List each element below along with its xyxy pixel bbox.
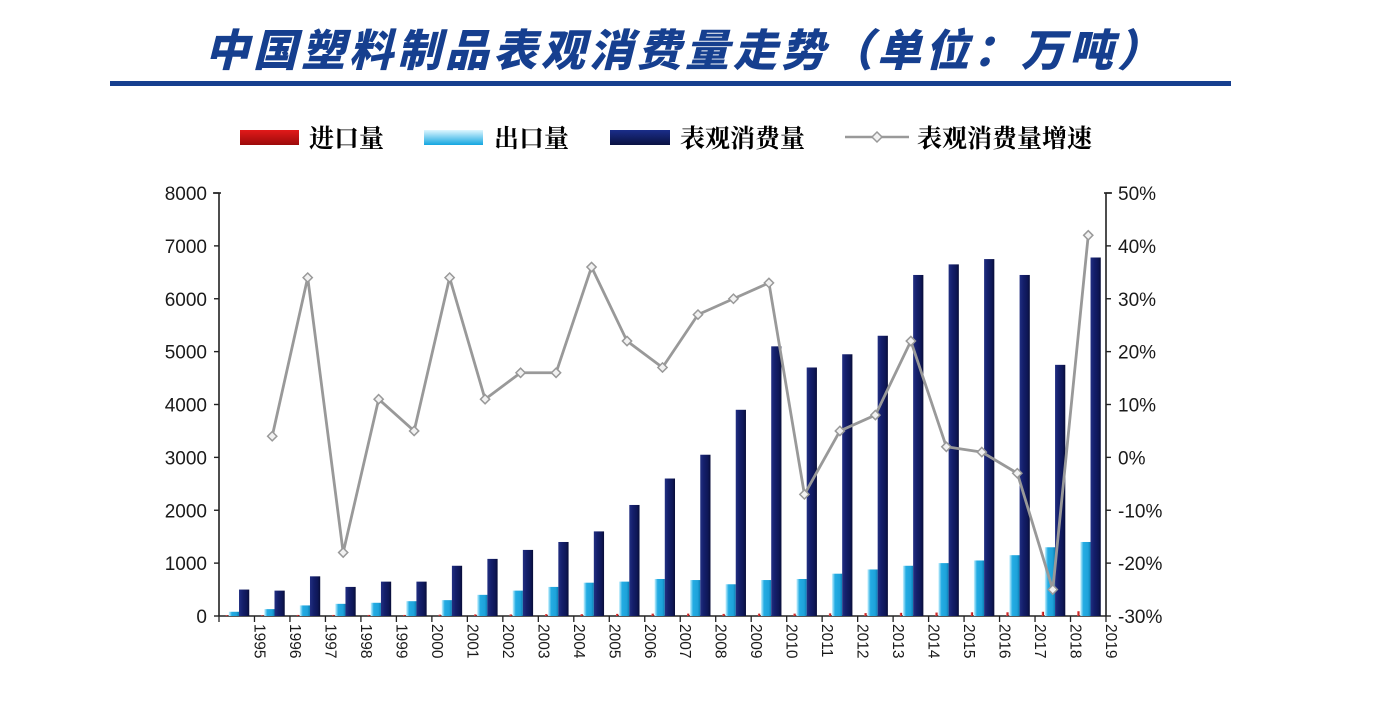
svg-text:2003: 2003 <box>534 624 551 658</box>
svg-text:6000: 6000 <box>165 290 207 311</box>
svg-text:30%: 30% <box>1118 290 1156 311</box>
svg-text:1996: 1996 <box>286 624 303 658</box>
svg-text:2005: 2005 <box>605 624 622 658</box>
svg-text:5000: 5000 <box>165 343 207 364</box>
svg-text:8000: 8000 <box>165 184 207 205</box>
svg-text:-20%: -20% <box>1118 554 1162 575</box>
svg-text:2017: 2017 <box>1031 624 1048 658</box>
svg-text:3000: 3000 <box>165 448 207 469</box>
svg-text:2016: 2016 <box>996 624 1013 658</box>
svg-text:2008: 2008 <box>712 624 729 658</box>
svg-text:20%: 20% <box>1118 343 1156 364</box>
svg-text:2009: 2009 <box>747 624 764 658</box>
svg-text:0%: 0% <box>1118 448 1146 469</box>
svg-text:7000: 7000 <box>165 237 207 258</box>
svg-text:2019: 2019 <box>1102 624 1119 658</box>
svg-text:1997: 1997 <box>321 624 338 658</box>
svg-text:-30%: -30% <box>1118 607 1162 628</box>
svg-text:1999: 1999 <box>392 624 409 658</box>
svg-text:10%: 10% <box>1118 396 1156 417</box>
svg-text:2011: 2011 <box>818 624 835 657</box>
svg-text:4000: 4000 <box>165 396 207 417</box>
svg-text:2002: 2002 <box>499 624 516 658</box>
svg-text:2018: 2018 <box>1067 624 1084 658</box>
svg-text:2013: 2013 <box>889 624 906 658</box>
svg-text:1000: 1000 <box>165 554 207 575</box>
svg-text:2010: 2010 <box>783 624 800 659</box>
svg-text:2015: 2015 <box>960 624 977 658</box>
svg-text:2012: 2012 <box>854 624 871 658</box>
svg-text:2000: 2000 <box>165 501 207 522</box>
svg-text:2006: 2006 <box>641 624 658 658</box>
svg-text:1995: 1995 <box>250 624 267 658</box>
svg-text:2000: 2000 <box>428 624 445 659</box>
svg-text:50%: 50% <box>1118 184 1156 205</box>
svg-text:2007: 2007 <box>676 624 693 658</box>
svg-text:2014: 2014 <box>925 624 942 659</box>
svg-text:2001: 2001 <box>463 624 480 658</box>
svg-text:-10%: -10% <box>1118 501 1162 522</box>
svg-text:40%: 40% <box>1118 237 1156 258</box>
svg-text:1998: 1998 <box>357 624 374 658</box>
svg-text:0: 0 <box>196 607 207 628</box>
svg-text:2004: 2004 <box>570 624 587 659</box>
